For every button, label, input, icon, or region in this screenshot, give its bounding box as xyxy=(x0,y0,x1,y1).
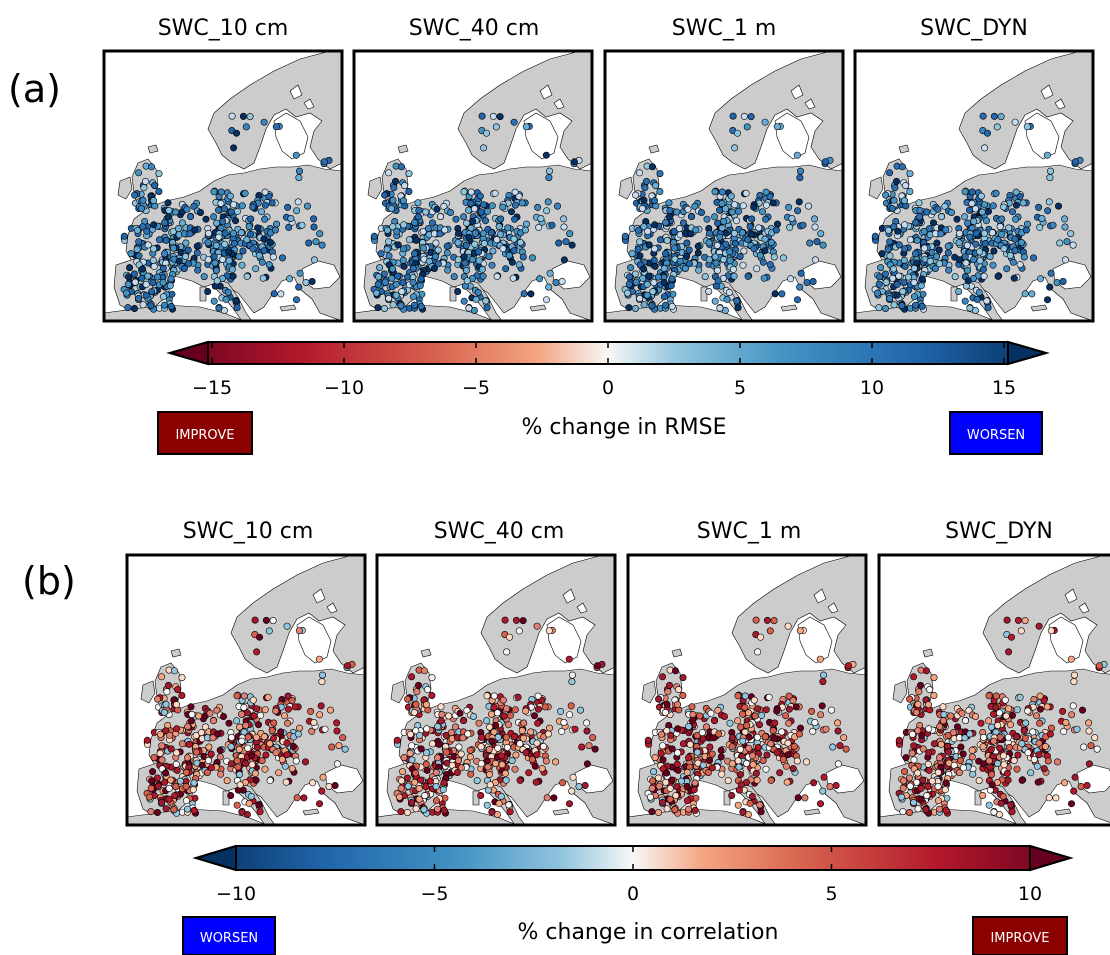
panel-a-title-3: SWC_1 m xyxy=(672,16,777,41)
colorbar-a-tick-label-5: 10 xyxy=(860,377,884,399)
panel-b-map-2 xyxy=(375,553,617,827)
badge-b-left-text: WORSEN xyxy=(200,931,258,946)
panel-b-title-1: SWC_10 cm xyxy=(183,519,314,544)
panel-a-title-4: SWC_DYN xyxy=(920,16,1028,41)
badge-a-right: WORSEN xyxy=(949,411,1043,455)
badge-b-left: WORSEN xyxy=(182,916,276,955)
panel-a-map-3 xyxy=(603,49,845,323)
colorbar-a-tick-label-0: −15 xyxy=(192,377,232,399)
colorbar-a-tick-label-3: 0 xyxy=(602,377,614,399)
panel-b-maps xyxy=(125,553,1110,827)
colorbar-b-ticks xyxy=(235,846,1031,870)
badge-b-right-text: IMPROVE xyxy=(990,931,1049,946)
panel-a-stations-4 xyxy=(871,112,1084,314)
badge-a-left: IMPROVE xyxy=(157,411,253,455)
colorbar-b-tick-label-4: 10 xyxy=(1018,883,1042,905)
panel-b-title-2: SWC_40 cm xyxy=(434,519,565,544)
colorbar-a-ticks xyxy=(211,342,1005,364)
panel-b-stations-4 xyxy=(895,616,1108,818)
colorbar-b: −10 −5 0 5 10 % change in correlation xyxy=(192,844,1074,945)
panel-a-stations-1 xyxy=(120,112,333,314)
colorbar-b-tick-label-0: −10 xyxy=(216,883,256,905)
panel-b-map-4 xyxy=(877,553,1110,827)
panel-a-map-1 xyxy=(102,49,344,323)
panel-a-stations-3 xyxy=(621,112,834,314)
colorbar-b-tick-label-2: 0 xyxy=(627,883,639,905)
panel-a-map-4 xyxy=(853,49,1095,323)
panel-b-map-3 xyxy=(626,553,868,827)
colorbar-b-label: % change in correlation xyxy=(518,920,779,945)
badge-a-right-text: WORSEN xyxy=(967,428,1025,443)
panel-b-stations-1 xyxy=(143,616,356,818)
colorbar-a-tick-label-4: 5 xyxy=(734,377,746,399)
colorbar-a-tick-label-2: −5 xyxy=(462,377,490,399)
panel-a-title-2: SWC_40 cm xyxy=(409,16,540,41)
panel-a-map-2 xyxy=(352,49,594,323)
panel-b-stations-2 xyxy=(393,616,606,818)
colorbar-a-tick-label-6: 15 xyxy=(992,377,1016,399)
panel-b-title-4: SWC_DYN xyxy=(945,519,1053,544)
colorbar-a-tick-label-1: −10 xyxy=(324,377,364,399)
colorbar-b-tick-label-3: 5 xyxy=(825,883,837,905)
panel-b-title-3: SWC_1 m xyxy=(697,519,802,544)
panel-b-stations-3 xyxy=(644,616,857,818)
colorbar-a-label: % change in RMSE xyxy=(521,415,726,440)
colorbar-a: −15 −10 −5 0 5 10 15 % change in RMSE xyxy=(166,340,1050,440)
panel-a-maps xyxy=(102,49,1095,323)
panel-a-stations-2 xyxy=(370,112,583,314)
panel-b-map-1 xyxy=(125,553,367,827)
panel-a-title-1: SWC_10 cm xyxy=(158,16,289,41)
colorbar-b-tick-label-1: −5 xyxy=(420,883,448,905)
panel-a-label: (a) xyxy=(8,67,61,111)
panel-b-label: (b) xyxy=(22,559,76,603)
badge-a-left-text: IMPROVE xyxy=(175,428,234,443)
badge-b-right: IMPROVE xyxy=(972,916,1068,955)
